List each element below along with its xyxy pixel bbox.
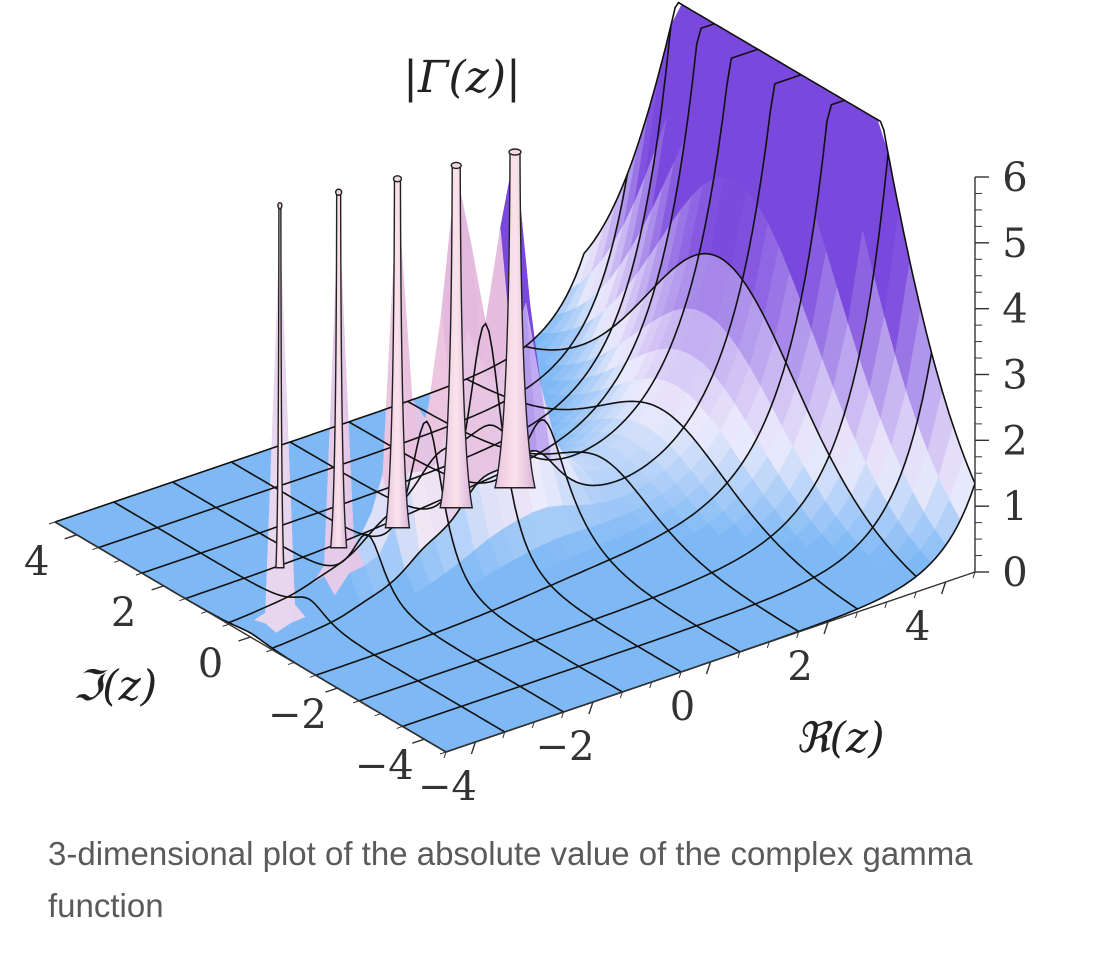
y-minor-tick	[157, 585, 164, 589]
y-minor-tick	[396, 725, 403, 729]
mesh-line-im	[358, 153, 889, 702]
y-minor-tick	[352, 700, 360, 704]
y-minor-tick	[179, 598, 186, 602]
y-minor-tick	[200, 610, 208, 614]
mesh-line-re	[289, 322, 682, 673]
z-tick-label: 4	[1002, 287, 1027, 333]
mesh-line-re	[230, 420, 623, 693]
x-minor-tick	[796, 631, 800, 639]
x-minor-tick	[884, 601, 888, 609]
x-minor-tick	[913, 591, 917, 599]
mesh-line-im	[141, 25, 672, 574]
x-minor-tick	[854, 611, 858, 619]
mesh-line-im	[402, 352, 933, 728]
z-tick-label: 3	[1002, 353, 1027, 399]
mesh-line-re	[466, 378, 858, 610]
x-axis-label: ℜ(z)	[795, 713, 884, 762]
mesh-line-re	[407, 400, 800, 633]
x-minor-tick	[737, 651, 741, 659]
x-tick-label: 4	[905, 604, 930, 650]
x-minor-tick	[590, 701, 594, 709]
y-tick-label: −4	[355, 743, 414, 789]
x-minor-tick	[649, 681, 653, 689]
z-tick-label: 6	[1002, 155, 1027, 201]
x-tick-label: 2	[787, 644, 812, 690]
y-minor-tick	[92, 547, 99, 551]
pole-cap	[277, 201, 283, 210]
x-minor-tick	[502, 731, 506, 739]
pole-spikes	[275, 148, 536, 569]
y-minor-tick	[374, 713, 381, 717]
x-minor-tick	[825, 621, 829, 629]
mesh-line-im	[271, 74, 802, 649]
mesh-line-re	[583, 1, 976, 484]
mesh-line-im	[228, 48, 759, 624]
x-tick-label: 0	[670, 684, 695, 730]
y-tick-label: 2	[111, 590, 136, 636]
y-minor-tick	[48, 521, 56, 525]
x-minor-tick	[531, 721, 535, 729]
z-tick-label: 0	[1002, 550, 1027, 596]
y-minor-tick	[70, 534, 77, 538]
z-tick-label: 2	[1002, 418, 1027, 464]
mesh-line-re	[525, 252, 917, 578]
x-minor-tick	[678, 671, 682, 679]
z-tick-label: 1	[1002, 484, 1027, 530]
x-minor-tick	[561, 711, 565, 719]
pole-cap	[450, 161, 462, 170]
chart-title: |Γ(z)|	[403, 52, 521, 103]
x-minor-tick	[766, 641, 770, 649]
mesh-line-im	[98, 173, 629, 549]
mesh-line-re	[113, 501, 506, 733]
y-tick-label: −2	[268, 692, 327, 738]
y-minor-tick	[135, 572, 143, 576]
x-minor-tick	[972, 571, 976, 579]
mesh-line-im	[315, 99, 845, 676]
x-tick-label: −4	[418, 764, 477, 810]
x-minor-tick	[619, 691, 623, 699]
mesh-line-im	[54, 253, 585, 523]
figure-caption: 3-dimensional plot of the absolute value…	[48, 835, 973, 924]
y-minor-tick	[418, 738, 425, 742]
y-tick-label: 4	[24, 539, 49, 585]
x-minor-tick	[472, 741, 476, 749]
mesh-line-re	[348, 419, 741, 653]
y-axis-label: ℑ(z)	[73, 661, 157, 710]
y-minor-tick	[114, 559, 121, 563]
y-minor-tick	[244, 636, 251, 640]
pole-cap	[508, 148, 522, 156]
z-tick-label: 5	[1002, 221, 1027, 267]
x-minor-tick	[443, 751, 447, 759]
pole-cap	[334, 188, 343, 196]
y-minor-tick	[309, 674, 316, 678]
gamma-surface-plot: −4−4 −2 −2 0 0 2 2 4 4 0 1 2 3 4 5 6 |Γ(z)| ℜ(z) ℑ(z)	[24, 1, 1028, 810]
pole-cap	[392, 175, 403, 183]
x-tick-label: −2	[535, 724, 594, 770]
y-minor-tick	[287, 662, 295, 666]
y-minor-tick	[266, 649, 273, 653]
y-minor-tick	[439, 751, 447, 755]
y-minor-tick	[222, 623, 229, 627]
x-minor-tick	[708, 661, 711, 669]
y-minor-tick	[331, 687, 338, 691]
plot-axes: −4−4 −2 −2 0 0 2 2 4 4 0 1 2 3 4 5 6	[24, 155, 1028, 810]
y-tick-label: 0	[198, 641, 223, 687]
x-minor-tick	[943, 581, 947, 589]
